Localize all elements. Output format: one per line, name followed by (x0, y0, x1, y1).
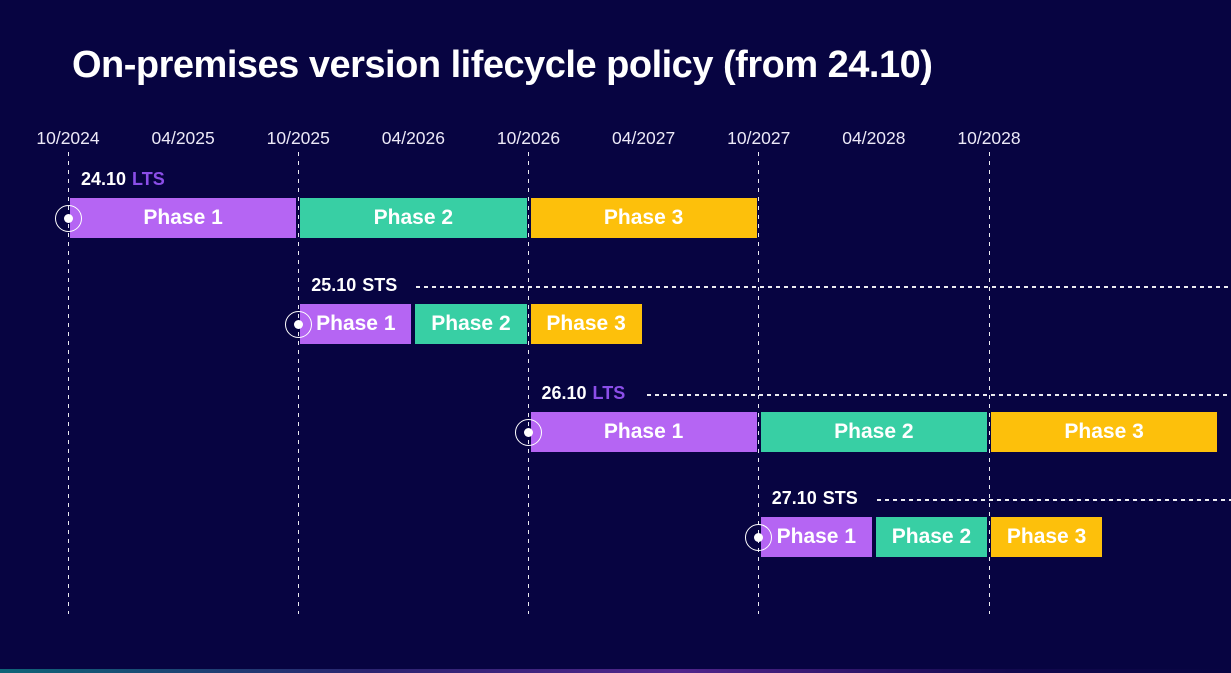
axis-tick-label: 10/2026 (496, 128, 561, 148)
axis-tick-label: 04/2027 (611, 128, 676, 148)
gridline-vertical (988, 152, 990, 614)
phase-bar-label: Phase 1 (603, 420, 684, 443)
phase-bar-label: Phase 3 (1006, 525, 1087, 548)
phase-bar-label: Phase 3 (546, 312, 626, 335)
version-number: 26.10 (541, 383, 587, 403)
version-number: 27.10 (771, 488, 817, 508)
phase-bar: Phase 3 (530, 198, 757, 238)
gridline-vertical (758, 152, 760, 614)
phase-bar-label: Phase 2 (373, 206, 454, 229)
channel-label: STS (822, 488, 858, 508)
version-number: 25.10 (311, 275, 357, 295)
row-label-25.10: 25.10 STS (311, 275, 397, 296)
phase-bar-label: Phase 2 (834, 420, 914, 443)
phase-bar: Phase 2 (415, 304, 527, 344)
axis-tick-label: 04/2028 (842, 128, 906, 148)
axis-tick-label: 10/2028 (957, 128, 1021, 148)
phase-bar-label: Phase 1 (143, 206, 223, 229)
phase-bar: Phase 2 (875, 517, 987, 557)
row-label-24.10: 24.10 LTS (81, 169, 165, 190)
gridline-vertical (67, 152, 69, 614)
release-marker-icon (54, 204, 82, 232)
gridline-vertical (528, 152, 529, 614)
axis-tick-label: 04/2025 (151, 128, 215, 148)
phase-bar: Phase 1 (300, 304, 412, 344)
version-number: 24.10 (81, 169, 127, 189)
row-label-26.10: 26.10 LTS (542, 383, 626, 404)
phase-bar: Phase 1 (70, 198, 297, 238)
axis-tick-label: 04/2026 (381, 128, 446, 148)
phase-bar: Phase 2 (760, 412, 987, 452)
channel-label: LTS (592, 383, 626, 403)
phase-bar: Phase 3 (991, 517, 1103, 557)
leader-line (646, 394, 1231, 396)
release-marker-icon (745, 523, 773, 551)
phase-bar-label: Phase 2 (891, 525, 972, 548)
release-marker-dot-icon (293, 319, 303, 329)
phase-bar-label: Phase 3 (1064, 420, 1144, 443)
phase-bar: Phase 3 (530, 304, 642, 344)
page-title: On-premises version lifecycle policy (fr… (72, 44, 933, 86)
channel-label: LTS (132, 169, 165, 189)
phase-bar-label: Phase 2 (431, 312, 511, 335)
leader-line (876, 499, 1231, 501)
release-marker-icon (284, 310, 312, 338)
axis-tick-label: 10/2024 (36, 128, 100, 148)
phase-bar: Phase 2 (300, 198, 527, 238)
bottom-accent-strip (0, 669, 1231, 673)
axis-tick-label: 10/2027 (727, 128, 791, 148)
phase-bar-label: Phase 3 (603, 206, 684, 229)
phase-bar-label: Phase 1 (316, 312, 396, 335)
release-marker-dot-icon (754, 532, 764, 542)
release-marker-dot-icon (524, 427, 533, 437)
phase-bar-label: Phase 1 (776, 525, 856, 548)
release-marker-dot-icon (63, 213, 73, 223)
leader-line (416, 286, 1231, 288)
phase-bar: Phase 1 (760, 517, 872, 557)
channel-label: STS (362, 275, 398, 295)
axis-tick-label: 10/2025 (266, 128, 330, 148)
phase-bar: Phase 3 (991, 412, 1218, 452)
release-marker-icon (515, 418, 542, 446)
gridline-vertical (297, 152, 299, 614)
phase-bar: Phase 1 (530, 412, 757, 452)
row-label-27.10: 27.10 STS (772, 488, 858, 509)
